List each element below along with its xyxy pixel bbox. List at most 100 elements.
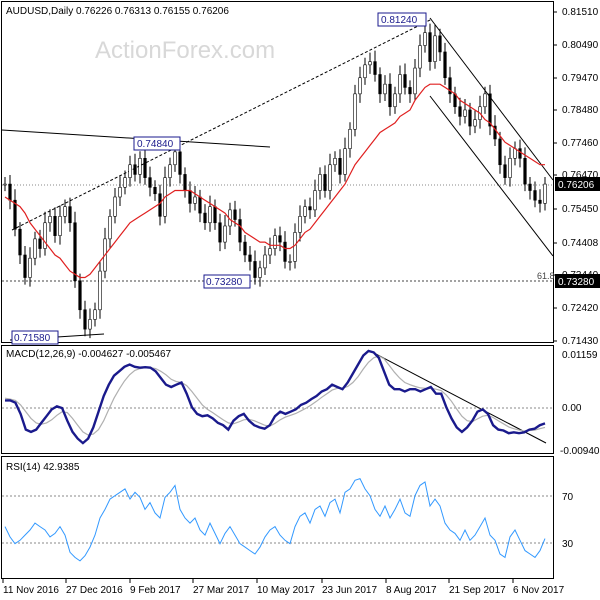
price-candle-body (73, 222, 77, 282)
price-candle-body (378, 74, 382, 95)
price-panel (1, 1, 554, 343)
x-tick-label: 21 Sep 2017 (449, 585, 506, 596)
x-tick-label: 27 Mar 2017 (193, 585, 250, 596)
price-candle-body (308, 206, 312, 211)
price-candle-body (393, 93, 397, 108)
price-candle-body (323, 174, 327, 191)
price-candle-body (68, 206, 72, 224)
macd-tick-label: 0.00 (562, 403, 582, 414)
bottom-annotation-box (11, 330, 59, 345)
current-price-box (555, 177, 600, 191)
price-tick-label: 0.71430 (562, 336, 599, 347)
price-candle-body (243, 241, 247, 256)
price-candle-body (473, 119, 477, 127)
price-candle-body (348, 128, 352, 149)
price-candle-body (178, 151, 182, 175)
price-candle-body (88, 319, 92, 330)
x-tick-label: 27 Dec 2016 (66, 585, 123, 596)
price-header: AUDUSD,Daily 0.76226 0.76313 0.76155 0.7… (6, 6, 229, 17)
price-candle-body (113, 196, 117, 217)
price-candle-body (523, 158, 527, 185)
price-candle-body (53, 216, 57, 236)
price-candle-body (198, 196, 202, 214)
price-candle-body (148, 177, 152, 188)
price-tick-label: 0.78480 (562, 105, 599, 116)
price-candle-body (38, 238, 42, 249)
price-candle-body (48, 216, 52, 224)
price-candle-body (268, 248, 272, 256)
price-candle-body (318, 174, 322, 191)
price-candle-body (283, 241, 287, 262)
bottom-annotation: 0.71580 (14, 333, 51, 344)
price-candle-body (193, 196, 197, 204)
price-candle-body (183, 174, 187, 191)
price-candle-body (413, 67, 417, 95)
price-candle-body (63, 206, 67, 217)
price-candle-body (98, 270, 102, 311)
price-candle-body (278, 235, 282, 243)
peak-annotation: 0.74840 (137, 139, 174, 150)
price-candle-body (93, 309, 97, 320)
price-candle-body (433, 35, 437, 62)
price-candle-body (118, 187, 122, 198)
price-candle-body (158, 193, 162, 217)
price-tick-label: 0.80490 (562, 40, 599, 51)
price-candle-body (208, 206, 212, 224)
level-price-label: 0.73280 (558, 277, 595, 288)
macd-trendline (371, 351, 547, 444)
macd-header: MACD(12,26,9) -0.004627 -0.005467 (6, 349, 172, 360)
price-candle-body (328, 164, 332, 191)
price-candle-body (223, 225, 227, 243)
fib-level-label: 61.8 (537, 271, 555, 281)
price-candle-body (513, 148, 517, 159)
price-candle-body (363, 64, 367, 79)
price-tick-label: 0.72420 (562, 303, 599, 314)
price-candle-body (383, 83, 387, 95)
price-candle-body (258, 267, 262, 278)
channel-lower-line (429, 95, 554, 257)
macd-tick-label: -0.009408 (560, 446, 600, 457)
price-candle-body (398, 74, 402, 95)
price-candle-body (288, 261, 292, 263)
x-tick-label: 6 Nov 2017 (513, 585, 565, 596)
price-tick-label: 0.76470 (562, 170, 599, 181)
price-candle-body (408, 87, 412, 95)
price-candle-body (293, 232, 297, 262)
price-candle-body (373, 61, 377, 75)
peak-annotation-box (133, 136, 181, 151)
price-candle-body (28, 257, 32, 278)
price-tick-label: 0.74408 (562, 238, 599, 249)
price-candle-body (3, 183, 7, 186)
price-candle-body (153, 187, 157, 195)
price-candle-body (388, 83, 392, 108)
price-candle-body (263, 254, 267, 269)
price-candle-body (238, 219, 242, 243)
level-price-box (555, 274, 600, 288)
price-candle-body (108, 216, 112, 240)
moving-average-line (4, 83, 545, 279)
price-candle-body (8, 183, 12, 201)
price-candle-body (213, 206, 217, 224)
rsi-panel (1, 456, 554, 579)
price-candle-body (43, 222, 47, 249)
watermark: ActionForex.com (95, 37, 275, 64)
price-candle-body (338, 158, 342, 175)
price-candle-body (233, 209, 237, 220)
price-candle-body (298, 216, 302, 233)
macd-tick-label: 0.01159 (562, 350, 598, 361)
price-candle-body (133, 164, 137, 175)
price-candle-body (368, 61, 372, 66)
price-candle-body (528, 183, 532, 191)
high-annotation-box (377, 12, 427, 27)
macd-line (5, 349, 546, 445)
price-candle-body (128, 164, 132, 178)
x-tick-label: 9 Feb 2017 (130, 585, 181, 596)
price-candle-body (78, 280, 82, 311)
low-annotation-box (203, 274, 251, 289)
price-candle-body (58, 216, 62, 236)
current-price-label: 0.76206 (558, 180, 595, 191)
price-candle-body (463, 109, 467, 117)
price-candle-body (173, 151, 177, 166)
